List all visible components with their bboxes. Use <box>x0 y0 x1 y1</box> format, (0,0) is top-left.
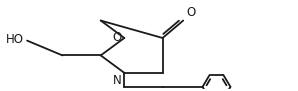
Text: HO: HO <box>6 33 24 46</box>
Text: N: N <box>113 74 121 87</box>
Text: O: O <box>186 6 195 19</box>
Text: O: O <box>112 31 121 44</box>
